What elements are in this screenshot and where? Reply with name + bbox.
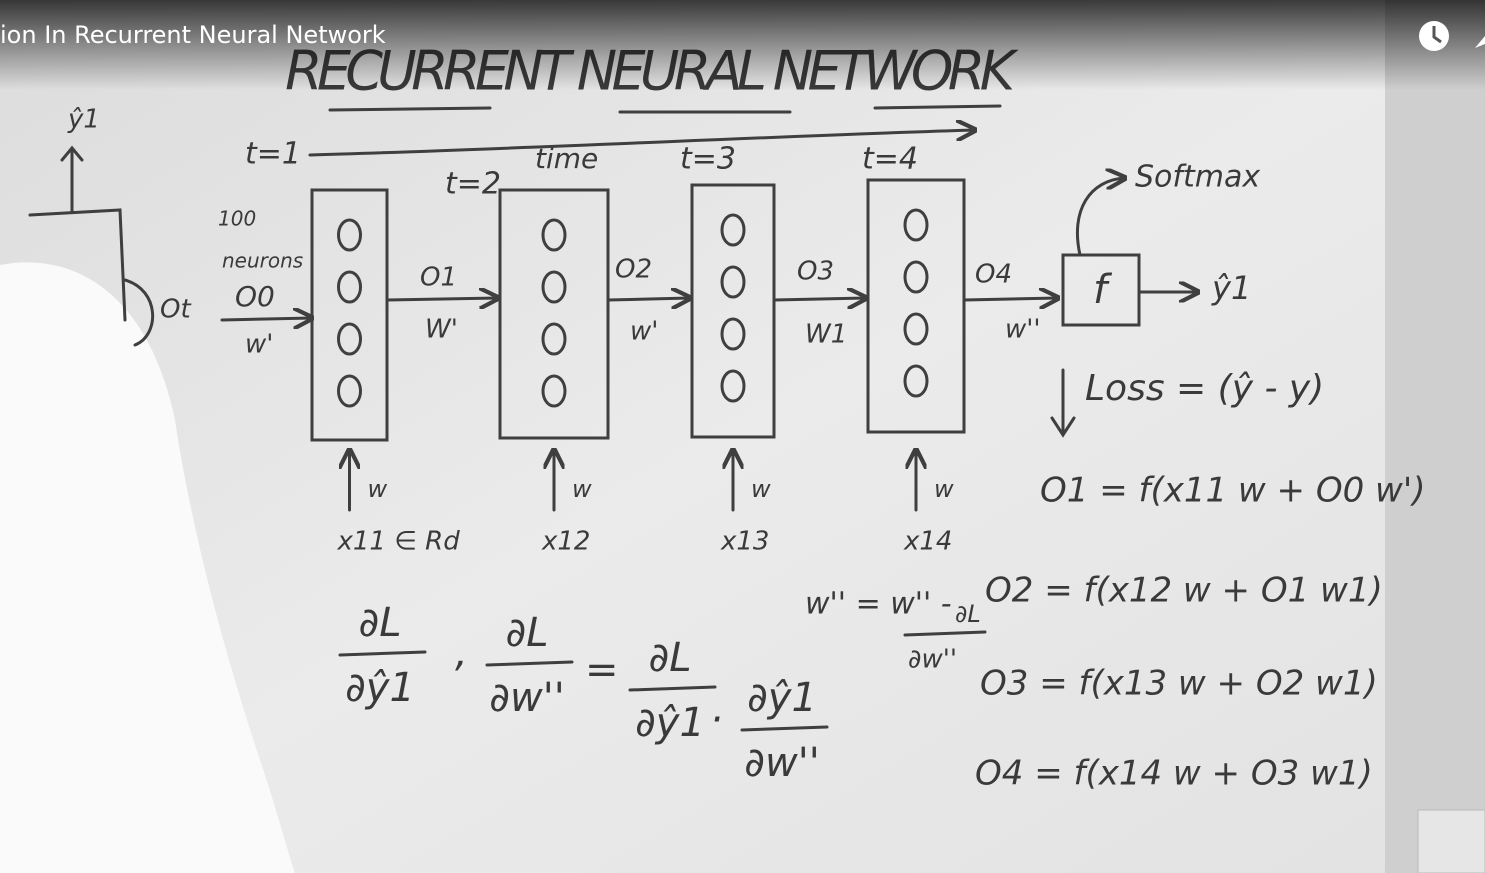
derivative-num: ∂L [359, 600, 402, 646]
fraction-bar [740, 725, 829, 732]
neuron [720, 369, 746, 403]
update-den: ∂w'' [908, 645, 957, 675]
derivative-den: ∂w'' [744, 740, 819, 786]
derivative-num: ∂ŷ1 [747, 675, 817, 721]
time-label: time [535, 142, 598, 175]
hidden-weight: w'' [1005, 315, 1041, 345]
equation: O3 = f(x13 w + O2 w1) [980, 664, 1378, 704]
derivatives: ∂L ∂ŷ1 ∂L ∂w'' ∂L ∂ŷ1 ∂ŷ1 ∂w'', = · [338, 600, 829, 786]
equation: O4 = f(x14 w + O3 w1) [975, 754, 1373, 794]
neuron [337, 218, 362, 252]
prediction: ŷ1 [1211, 269, 1251, 307]
equations: O1 = f(x11 w + O0 w') O2 = f(x12 w + O1 w… [975, 471, 1425, 794]
neuron [337, 374, 362, 408]
neuron [903, 364, 929, 398]
loop-arrow [123, 278, 155, 347]
time-arrow [308, 130, 975, 157]
update-lhs: w'' = w'' - [805, 587, 952, 622]
time-step: t=4 [862, 142, 918, 177]
rnn-cells: t=1 O1 W' w x11 ∈ Rd t=2 O2 w' w x12 t=3 O3 W1 w x13 t=… [245, 137, 1058, 557]
neuron [720, 317, 746, 351]
time-step: t=1 [245, 137, 301, 172]
hidden-output: O2 [615, 255, 652, 285]
time-step: t=3 [680, 142, 736, 177]
input: x11 ∈ Rd [337, 527, 461, 557]
derivative-den: ∂ŷ1 [635, 700, 705, 746]
hidden-weight: w' [630, 317, 658, 347]
loss-arrow [1050, 368, 1076, 438]
title-gradient [0, 0, 1485, 90]
hidden-weight: W1 [805, 320, 847, 350]
operator: , [455, 630, 468, 676]
input-weight: w [572, 475, 592, 503]
output-arrow [60, 145, 84, 162]
board-edge [1385, 0, 1485, 873]
state-arrow [385, 298, 498, 300]
neuron [720, 265, 746, 299]
state-arrow [772, 298, 866, 300]
loop-label: Ot [160, 295, 191, 325]
softmax-arrow [1075, 178, 1125, 257]
initial-weight: w' [245, 330, 273, 360]
state-arrow [962, 298, 1058, 300]
operator: · [710, 697, 723, 743]
derivative-den: ∂w'' [489, 675, 564, 721]
output-cell [28, 148, 127, 322]
neurons-count: 100 [218, 207, 256, 231]
fraction-bar [338, 650, 427, 657]
softmax: Softmax [1135, 160, 1260, 195]
neurons-word: neurons [222, 249, 303, 273]
update-num: ∂L [955, 600, 981, 628]
neuron [541, 374, 567, 408]
hidden-weight: W' [425, 315, 458, 345]
operator: = [585, 647, 619, 693]
share-button[interactable] [1475, 36, 1485, 48]
derivative-den: ∂ŷ1 [345, 665, 415, 711]
update-bar [903, 630, 987, 637]
hidden-output: O4 [975, 260, 1012, 290]
neuron [720, 213, 746, 247]
rnn-cell [690, 183, 776, 439]
input-weight: w [368, 475, 388, 503]
rnn-cell [498, 188, 610, 440]
presenter-arm [0, 262, 295, 873]
fraction-bar [485, 660, 574, 667]
input-weight: w [751, 475, 771, 503]
state-arrow [606, 298, 690, 300]
input: x12 [541, 527, 590, 557]
input: x14 [903, 527, 952, 557]
watch-later-button[interactable] [1419, 21, 1449, 51]
input-weight: w [934, 475, 954, 503]
derivative-num: ∂L [649, 635, 692, 681]
neuron [337, 322, 362, 356]
loss: Loss = (ŷ - y) [1085, 368, 1324, 409]
neuron [541, 270, 567, 304]
neuron [903, 260, 929, 294]
heading-underline [328, 104, 1002, 114]
board-corner [1417, 809, 1485, 873]
hidden-output: O3 [797, 257, 834, 287]
derivative-num: ∂L [506, 610, 549, 656]
rnn-cell [310, 188, 389, 442]
hidden-output: O1 [420, 263, 457, 293]
video-title[interactable]: ion In Recurrent Neural Network [0, 21, 386, 49]
fraction-bar [628, 685, 717, 692]
initial-arrow [220, 318, 312, 320]
neuron [337, 270, 362, 304]
neuron [903, 208, 929, 242]
input: x13 [720, 527, 769, 557]
neuron [541, 218, 567, 252]
rnn-cell [866, 178, 966, 434]
time-step: t=2 [445, 167, 501, 202]
initial-output: ŷ1 [67, 105, 100, 135]
initial-state: O0 [235, 280, 275, 313]
neuron [541, 322, 567, 356]
equation: O1 = f(x11 w + O0 w') [1040, 471, 1425, 511]
neuron [903, 312, 929, 346]
activation-box [1061, 253, 1141, 327]
equation: O2 = f(x12 w + O1 w1) [985, 571, 1383, 611]
